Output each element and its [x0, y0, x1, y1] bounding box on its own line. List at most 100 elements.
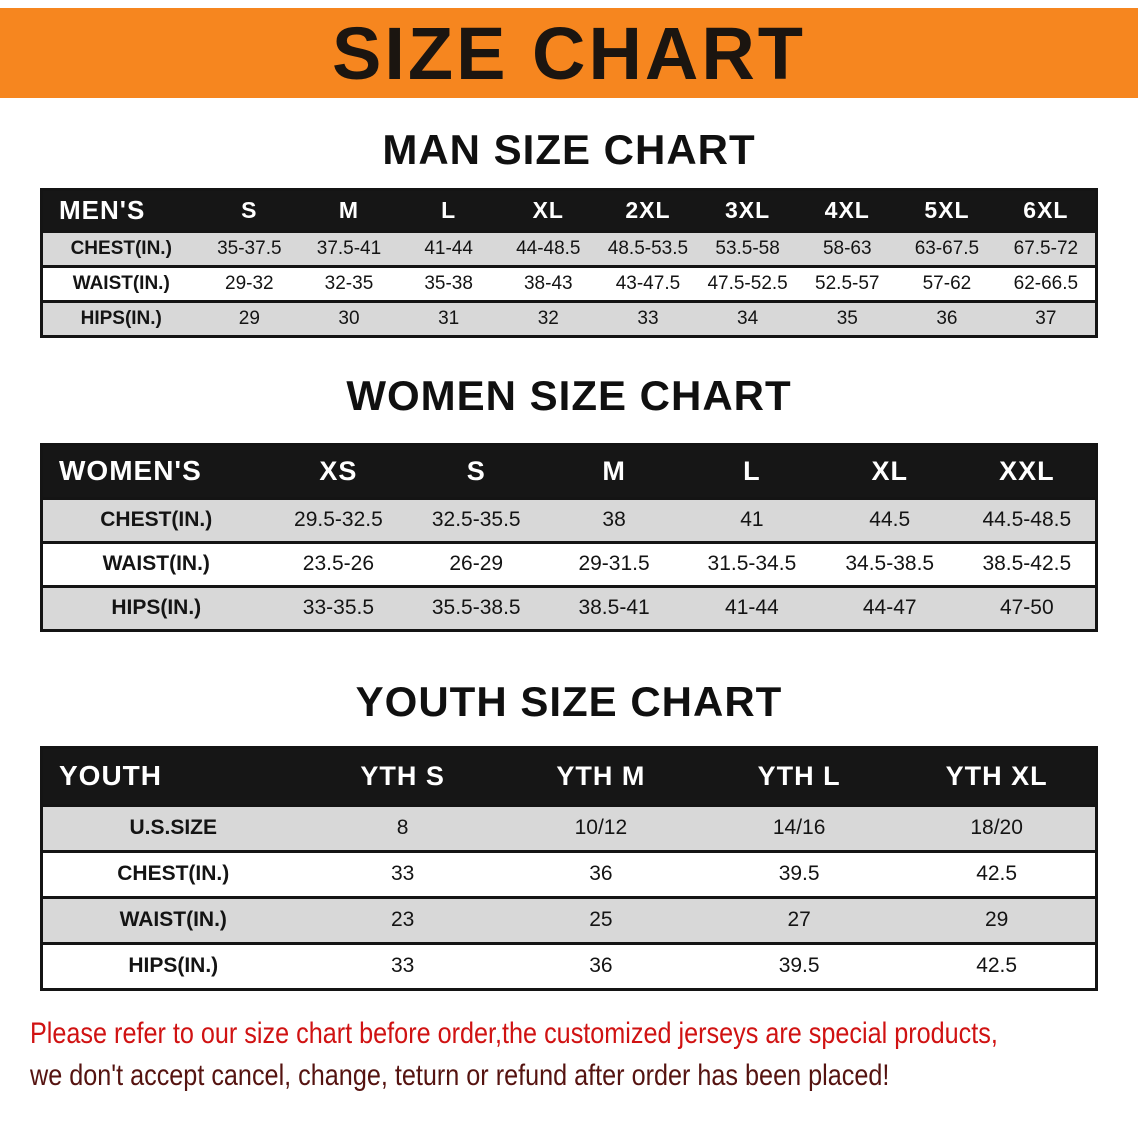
table-row: HIPS(IN.) 29 30 31 32 33 34 35 36 37 [41, 300, 1097, 337]
row-label: HIPS(IN.) [41, 300, 200, 337]
women-section-heading: WOMEN SIZE CHART [346, 372, 792, 420]
women-size-table: WOMEN'S XS S M L XL XXL CHEST(IN.) 29.5-32.5 32.5… [40, 442, 1098, 632]
size-column-header: 3XL [697, 189, 798, 232]
size-value: 47-50 [958, 584, 1097, 631]
table-row: U.S.SIZE 8 10/12 14/16 18/20 [41, 803, 1097, 852]
size-value: 37.5-41 [299, 230, 399, 267]
size-column-header: YTH M [501, 747, 700, 806]
row-label: U.S.SIZE [41, 803, 304, 852]
youth-size-table: YOUTH YTH S YTH M YTH L YTH XL U.S.SIZE 8 10/12… [40, 745, 1098, 991]
size-value: 29-32 [199, 265, 300, 302]
size-value: 53.5-58 [697, 230, 798, 267]
size-value: 14/16 [700, 803, 899, 852]
header-row: WOMEN'S XS S M L XL XXL [41, 444, 1097, 499]
size-value: 29-31.5 [545, 540, 683, 587]
size-value: 29 [199, 300, 300, 337]
size-column-header: 4XL [797, 189, 898, 232]
size-value: 42.5 [898, 849, 1097, 898]
men-size-table: MEN'S S M L XL 2XL 3XL 4XL 5XL 6XL CHEST(IN.) 35-37… [40, 188, 1098, 339]
row-label: CHEST(IN.) [41, 496, 270, 543]
size-column-header: YTH S [303, 747, 502, 806]
size-value: 27 [700, 895, 899, 944]
size-value: 30 [299, 300, 399, 337]
size-value: 23.5-26 [269, 540, 408, 587]
table-row: WAIST(IN.) 29-32 32-35 35-38 38-43 43-47.5 47.… [41, 265, 1097, 302]
size-value: 33 [598, 300, 698, 337]
size-column-header: L [398, 189, 499, 232]
title-banner: SIZE CHART [0, 8, 1138, 98]
size-value: 58-63 [797, 230, 898, 267]
size-value: 36 [501, 941, 700, 990]
size-value: 36 [501, 849, 700, 898]
size-column-header: 6XL [996, 189, 1097, 232]
row-label: CHEST(IN.) [41, 849, 304, 898]
size-column-header: YTH XL [898, 747, 1097, 806]
size-value: 35.5-38.5 [407, 584, 546, 631]
size-value: 48.5-53.5 [598, 230, 698, 267]
size-column-header: L [682, 444, 821, 499]
size-column-header: XL [498, 189, 599, 232]
row-label: WAIST(IN.) [41, 895, 304, 944]
header-row: YOUTH YTH S YTH M YTH L YTH XL [41, 747, 1097, 806]
size-value: 23 [303, 895, 502, 944]
size-value: 32 [498, 300, 599, 337]
size-value: 42.5 [898, 941, 1097, 990]
women-size-section: WOMEN SIZE CHART WOMEN'S XS S M L XL XXL CHEST(… [0, 372, 1138, 632]
size-value: 38.5-41 [545, 584, 683, 631]
table-row: CHEST(IN.) 35-37.5 37.5-41 41-44 44-48.5 48.5… [41, 230, 1097, 267]
size-value: 52.5-57 [797, 265, 898, 302]
size-value: 26-29 [407, 540, 546, 587]
size-value: 35 [797, 300, 898, 337]
size-value: 44-48.5 [498, 230, 599, 267]
table-title-cell: MEN'S [41, 189, 200, 232]
size-value: 38 [545, 496, 683, 543]
size-value: 33 [303, 941, 502, 990]
note-line-1: Please refer to our size chart before or… [30, 1016, 998, 1050]
table-row: CHEST(IN.) 33 36 39.5 42.5 [41, 849, 1097, 898]
size-value: 34.5-38.5 [820, 540, 959, 587]
size-value: 62-66.5 [996, 265, 1097, 302]
size-value: 41-44 [682, 584, 821, 631]
size-value: 41-44 [398, 230, 499, 267]
row-label: HIPS(IN.) [41, 584, 270, 631]
size-value: 41 [682, 496, 821, 543]
size-value: 8 [303, 803, 502, 852]
row-label: HIPS(IN.) [41, 941, 304, 990]
size-value: 31.5-34.5 [682, 540, 821, 587]
row-label: WAIST(IN.) [41, 540, 270, 587]
size-value: 34 [697, 300, 798, 337]
youth-size-section: YOUTH SIZE CHART YOUTH YTH S YTH M YTH L YTH… [0, 678, 1138, 991]
size-value: 25 [501, 895, 700, 944]
header-row: MEN'S S M L XL 2XL 3XL 4XL 5XL 6XL [41, 189, 1097, 232]
size-value: 35-38 [398, 265, 499, 302]
size-column-header: YTH L [700, 747, 899, 806]
size-value: 18/20 [898, 803, 1097, 852]
size-column-header: S [407, 444, 546, 499]
size-column-header: S [199, 189, 300, 232]
size-value: 44.5 [820, 496, 959, 543]
size-value: 57-62 [897, 265, 997, 302]
size-column-header: XL [820, 444, 959, 499]
note-line-2: we don't accept cancel, change, teturn o… [30, 1058, 890, 1092]
table-title-cell: YOUTH [41, 747, 304, 806]
size-value: 35-37.5 [199, 230, 300, 267]
size-value: 39.5 [700, 849, 899, 898]
size-value: 29.5-32.5 [269, 496, 408, 543]
size-value: 47.5-52.5 [697, 265, 798, 302]
size-value: 43-47.5 [598, 265, 698, 302]
order-policy-note: Please refer to our size chart before or… [0, 1013, 1138, 1097]
size-value: 39.5 [700, 941, 899, 990]
size-value: 44.5-48.5 [958, 496, 1097, 543]
size-value: 32-35 [299, 265, 399, 302]
size-value: 38-43 [498, 265, 599, 302]
size-value: 38.5-42.5 [958, 540, 1097, 587]
size-column-header: M [299, 189, 399, 232]
size-value: 10/12 [501, 803, 700, 852]
size-value: 67.5-72 [996, 230, 1097, 267]
size-value: 29 [898, 895, 1097, 944]
size-column-header: XS [269, 444, 408, 499]
row-label: CHEST(IN.) [41, 230, 200, 267]
table-row: CHEST(IN.) 29.5-32.5 32.5-35.5 38 41 44.5 44.5… [41, 496, 1097, 543]
table-row: HIPS(IN.) 33-35.5 35.5-38.5 38.5-41 41-44 44-… [41, 584, 1097, 631]
